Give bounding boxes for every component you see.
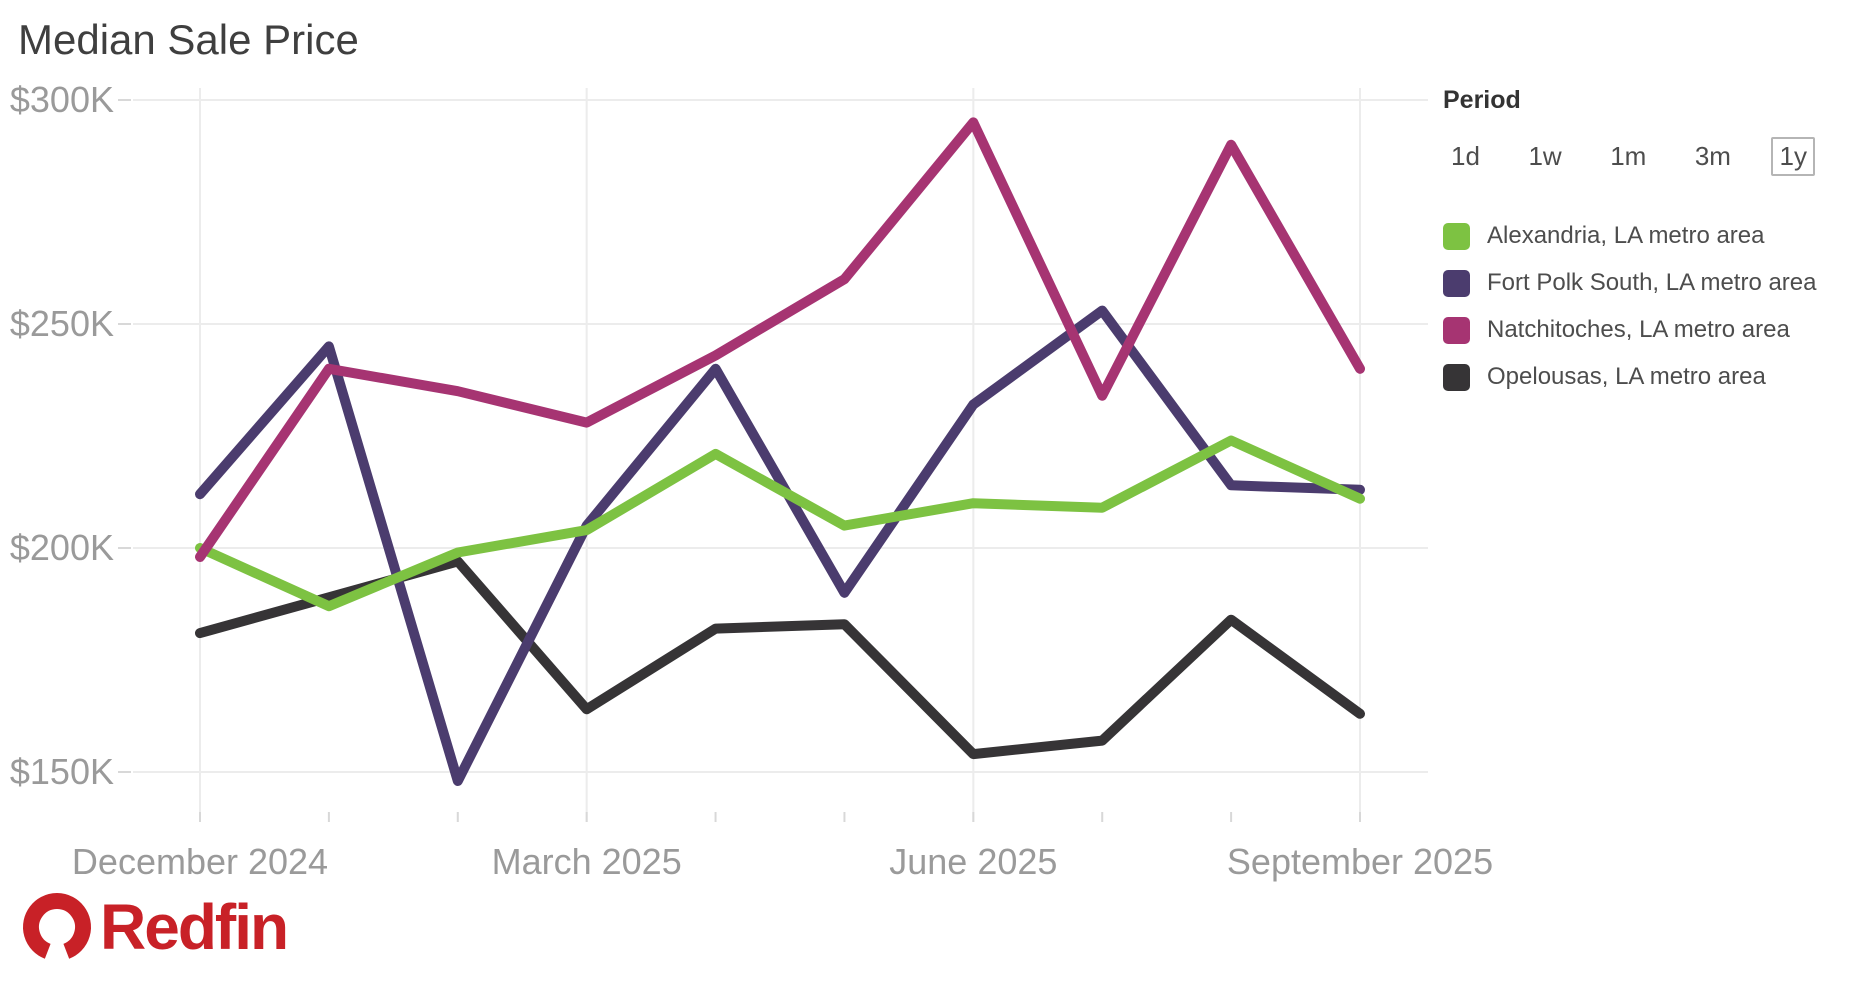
series-line-natchitoches[interactable] [195,117,1365,562]
series-line-fort-polk-south[interactable] [195,305,1365,786]
chart-controls-panel: Period 1d 1w 1m 3m 1y Alexandria, LA metro a… [1443,86,1838,410]
x-axis-label: December 2024 [72,841,328,882]
period-option-1d[interactable]: 1d [1451,141,1480,171]
y-axis-label: $300K [10,79,114,120]
legend-swatch-icon [1443,269,1470,297]
legend-item: Alexandria, LA metro area [1443,222,1838,250]
redfin-logo-text: Redfin [100,891,289,963]
legend-label: Natchitoches, LA metro area [1487,316,1790,343]
x-axis-label: June 2025 [889,841,1057,882]
period-label: Period [1443,86,1521,114]
legend-label: Alexandria, LA metro area [1487,222,1765,249]
period-option-1m[interactable]: 1m [1610,141,1647,171]
x-axis-label: March 2025 [492,841,682,882]
period-option-1y[interactable]: 1y [1771,137,1815,176]
legend-swatch-icon [1443,222,1470,250]
y-axis-label: $150K [10,751,114,792]
redfin-logo[interactable]: Redfin [20,890,289,964]
legend-label: Fort Polk South, LA metro area [1487,269,1817,296]
page-title: Median Sale Price [18,16,359,63]
legend-item: Opelousas, LA metro area [1443,363,1838,391]
legend-swatch-icon [1443,363,1470,391]
chart-legend: Alexandria, LA metro area Fort Polk South… [1443,222,1838,391]
legend-swatch-icon [1443,316,1470,344]
series-line-alexandria[interactable] [195,435,1365,612]
legend-item: Natchitoches, LA metro area [1443,316,1838,344]
legend-item: Fort Polk South, LA metro area [1443,269,1838,297]
legend-label: Opelousas, LA metro area [1487,363,1766,390]
x-axis-label: September 2025 [1227,841,1493,882]
y-axis-label: $250K [10,303,114,344]
period-option-3m[interactable]: 3m [1694,141,1731,171]
period-option-1w[interactable]: 1w [1528,141,1562,171]
period-selector: 1d 1w 1m 3m 1y [1443,137,1815,176]
y-axis-label: $200K [10,527,114,568]
redfin-logo-icon [23,893,91,959]
